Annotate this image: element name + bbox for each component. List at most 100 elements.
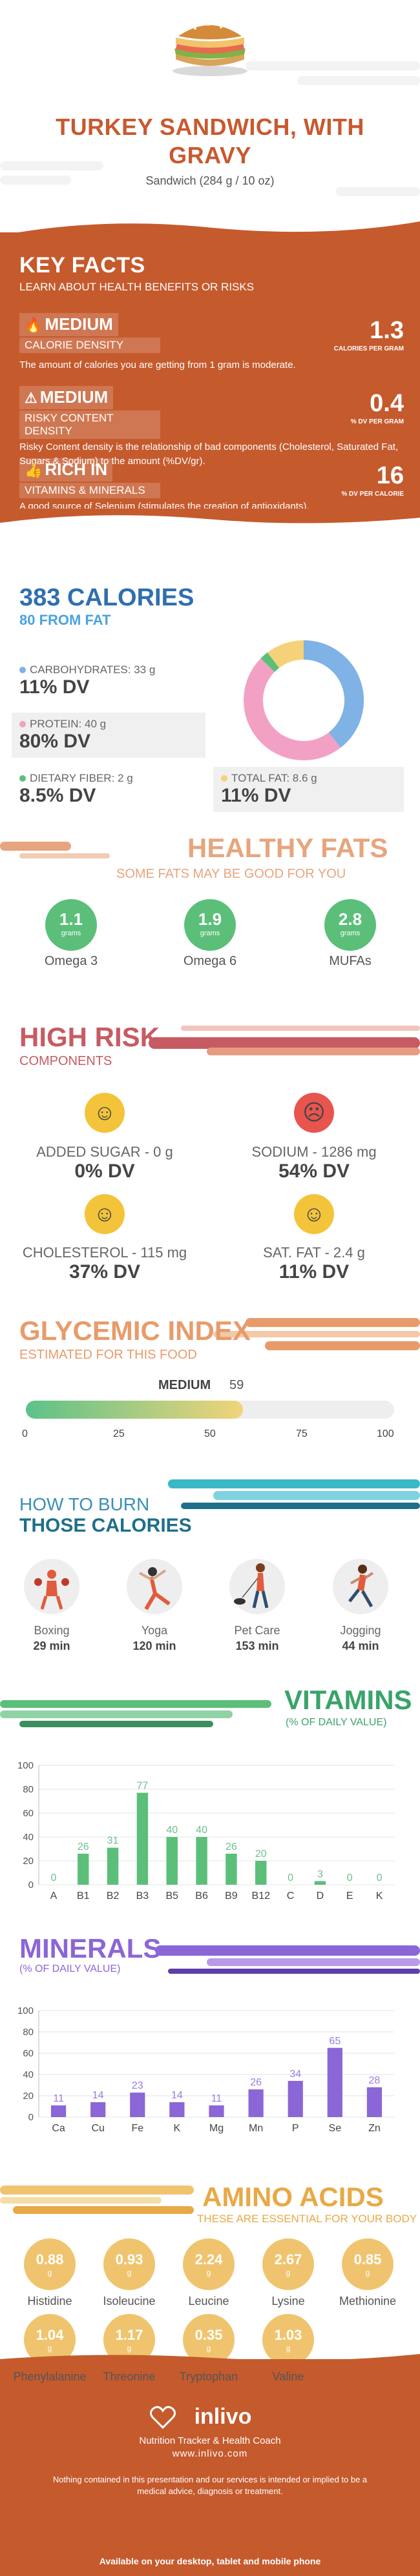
- vitamins-subtitle: (% OF DAILY VALUE): [286, 1717, 387, 1728]
- bar-value-label: 65: [329, 2036, 341, 2047]
- category-label: B2: [107, 1891, 120, 1902]
- key-fact-label: RISKY CONTENT DENSITY: [19, 411, 160, 439]
- bar-value-label: 14: [171, 2090, 183, 2101]
- category-label: Zn: [368, 2123, 381, 2134]
- bar: [366, 2087, 383, 2117]
- y-tick-label: 60: [23, 2048, 34, 2059]
- y-tick-label: 40: [23, 2069, 34, 2080]
- key-fact-risky-density: ⚠ MEDIUM RISKY CONTENT DENSITY 0.4 % DV P…: [19, 386, 404, 469]
- bar-value-label: 40: [166, 1825, 178, 1836]
- category-label: Se: [329, 2123, 342, 2134]
- omega6-circle: 1.9 grams: [184, 899, 236, 951]
- mufa-label: MUFAs: [329, 954, 372, 968]
- key-fact-calorie-density: 🔥 MEDIUM CALORIE DENSITY 1.3 CALORIES PER…: [19, 313, 404, 372]
- bar-value-label: 0: [377, 1872, 383, 1883]
- footer-wave: [0, 2354, 420, 2371]
- omega3-circle: 1.1 grams: [45, 899, 97, 951]
- category-label: P: [292, 2123, 299, 2134]
- category-label: Ca: [52, 2123, 65, 2134]
- bar: [78, 1853, 89, 1885]
- key-fact-value: 1.3: [370, 317, 404, 344]
- glycemic-decoration: [213, 1318, 420, 1350]
- category-label: K: [174, 2123, 181, 2134]
- happy-face-icon: ☺: [85, 1194, 125, 1234]
- burn-title-line2: THOSE CALORIES: [19, 1515, 192, 1536]
- footer-availability: Available on your desktop, tablet and mo…: [99, 2556, 321, 2566]
- vitamins-title: VITAMINS: [284, 1685, 412, 1715]
- amino-label: Lysine: [271, 2295, 305, 2307]
- category-label: Cu: [91, 2123, 104, 2134]
- bar-value-label: 0: [288, 1872, 293, 1883]
- key-fact-label: VITAMINS & MINERALS: [19, 483, 160, 498]
- glycemic-tick: 25: [113, 1428, 125, 1439]
- bar: [314, 1881, 326, 1885]
- category-label: B1: [77, 1891, 90, 1902]
- key-fact-vitamins-minerals: 👍 RICH IN VITAMINS & MINERALS 16 % DV PER…: [19, 458, 404, 514]
- key-facts-subtitle: LEARN ABOUT HEALTH BENEFITS OR RISKS: [19, 281, 255, 293]
- minerals-decoration: [155, 1945, 420, 1974]
- burn-activity-minutes: 153 min: [235, 1639, 279, 1652]
- macro-protein: PROTEIN: 40 g 80% DV: [12, 713, 205, 758]
- bar: [255, 1861, 267, 1885]
- bar-value-label: 40: [196, 1825, 207, 1836]
- category-label: A: [50, 1891, 58, 1902]
- y-tick-label: 0: [28, 1880, 34, 1891]
- bar: [248, 2089, 264, 2117]
- category-label: B5: [165, 1891, 178, 1902]
- glycemic-tick: 0: [22, 1428, 28, 1439]
- y-tick-label: 20: [23, 1856, 34, 1867]
- key-fact-description: Risky Content density is the relationshi…: [19, 441, 399, 467]
- omega3-label: Omega 3: [44, 954, 98, 968]
- glycemic-tick: 75: [296, 1428, 308, 1439]
- key-fact-unit: CALORIES PER GRAM: [333, 345, 404, 352]
- yoga-icon: [127, 1559, 182, 1614]
- footer: inlivo Nutrition Tracker & Health Coach …: [0, 2354, 420, 2576]
- amino-decoration: [0, 2186, 194, 2214]
- glycemic-tick: 50: [204, 1428, 216, 1439]
- key-fact-badge: ⚠ MEDIUM: [19, 386, 114, 409]
- bar-value-label: 31: [107, 1836, 119, 1847]
- omega6-label: Omega 6: [183, 954, 237, 968]
- flame-icon: 🔥: [25, 317, 43, 333]
- healthy-fats-subtitle: SOME FATS MAY BE GOOD FOR YOU: [116, 867, 346, 881]
- page-title: TURKEY SANDWICH, WITH GRAVY: [56, 114, 364, 168]
- y-tick-label: 100: [17, 2005, 34, 2016]
- key-fact-badge: 👍 RICH IN: [19, 458, 113, 482]
- thumbs-up-icon: 👍: [25, 462, 43, 478]
- burn-activity-label: Pet Care: [234, 1624, 280, 1637]
- bar: [327, 2047, 342, 2117]
- category-label: Mn: [249, 2123, 263, 2134]
- amino-circle: 2.67 g: [262, 2238, 314, 2290]
- header-decoration: [0, 61, 420, 196]
- burn-activity-label: Yoga: [141, 1624, 168, 1637]
- bar-value-label: 26: [250, 2077, 262, 2088]
- bar-value-label: 0: [347, 1872, 353, 1883]
- amino-label: Threonine: [103, 2370, 156, 2383]
- calories-from-fat: 80 FROM FAT: [19, 612, 111, 628]
- burn-activity-minutes: 44 min: [342, 1639, 379, 1652]
- burn-decoration: [168, 1479, 420, 1509]
- y-tick-label: 0: [28, 2112, 34, 2123]
- y-tick-label: 100: [17, 1760, 34, 1771]
- bar-value-label: 14: [92, 2090, 104, 2101]
- bar: [209, 2105, 224, 2117]
- glycemic-title: GLYCEMIC INDEX: [19, 1315, 251, 1346]
- bar-value-label: 77: [137, 1781, 149, 1792]
- donut-slice: [260, 652, 280, 673]
- sodium-dv: 54% DV: [278, 1161, 350, 1182]
- bar-value-label: 20: [255, 1849, 267, 1860]
- glycemic-level: MEDIUM: [158, 1378, 211, 1392]
- header: TURKEY SANDWICH, WITH GRAVY Sandwich (28…: [0, 0, 420, 213]
- macro-total-fat: TOTAL FAT: 8.6 g 11% DV: [213, 767, 404, 812]
- dog-walking-icon: [229, 1559, 285, 1614]
- footer-disclaimer: Nothing contained in this presentation a…: [52, 2475, 368, 2496]
- high-risk-subtitle: COMPONENTS: [19, 1054, 112, 1068]
- key-fact-badge: 🔥 MEDIUM: [19, 313, 118, 336]
- keyfacts-wave-bottom: [0, 509, 420, 523]
- bar-value-label: 26: [78, 1841, 89, 1852]
- happy-face-icon: ☺: [294, 1194, 334, 1234]
- glycemic-value: 59: [229, 1378, 244, 1392]
- bar: [136, 1792, 149, 1885]
- footer-site-link[interactable]: www.inlivo.com: [172, 2448, 248, 2459]
